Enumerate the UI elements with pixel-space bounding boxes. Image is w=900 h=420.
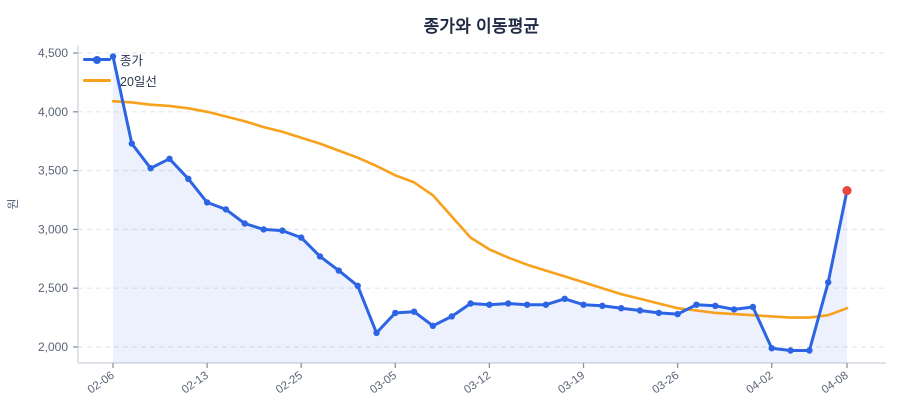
y-tick-label: 3,000 xyxy=(38,222,68,236)
y-tick-label: 4,500 xyxy=(38,46,68,60)
y-tick-label: 3,500 xyxy=(38,164,68,178)
y-tick-label: 4,000 xyxy=(38,105,68,119)
legend: 종가 20일선 xyxy=(83,49,157,91)
close-point-marker xyxy=(185,175,192,182)
x-tick-label: 02-13 xyxy=(180,370,211,397)
close-point-marker xyxy=(749,303,757,311)
close-point-marker xyxy=(768,345,775,352)
legend-label: 종가 xyxy=(120,54,144,68)
legend-line xyxy=(83,79,111,82)
close-point-marker xyxy=(429,322,437,329)
x-tick-label: 03-05 xyxy=(368,370,399,397)
close-point-marker xyxy=(523,301,531,308)
close-point-marker xyxy=(542,301,550,308)
close-point-marker xyxy=(203,199,211,206)
ma20-line xyxy=(111,99,849,319)
close-point-marker xyxy=(448,313,455,320)
close-point-marker xyxy=(674,310,681,318)
legend-label: 20일선 xyxy=(120,75,157,89)
close-point-marker xyxy=(787,347,794,354)
close-point-marker xyxy=(505,300,512,307)
close-point-marker xyxy=(618,305,625,312)
legend-line-with-marker xyxy=(83,55,111,64)
close-point-marker xyxy=(730,306,738,313)
close-point-marker xyxy=(109,53,117,60)
close-point-marker xyxy=(467,300,474,307)
close-point-marker xyxy=(825,279,832,286)
close-point-marker xyxy=(279,227,286,234)
x-tick-label: 04-08 xyxy=(820,370,851,397)
close-point-marker xyxy=(373,329,380,337)
x-tick-label: 03-12 xyxy=(462,370,493,397)
close-point-marker xyxy=(580,301,587,308)
close-point-marker xyxy=(392,309,399,317)
close-point-marker xyxy=(806,347,813,354)
y-tick-label: 2,000 xyxy=(38,340,68,354)
close-point-marker xyxy=(712,302,719,309)
close-point-marker xyxy=(298,234,305,241)
close-point-marker xyxy=(561,295,568,302)
close-point-marker xyxy=(260,226,267,233)
close-point-marker xyxy=(166,155,173,162)
chart-title: 종가와 이동평균 xyxy=(423,17,540,36)
close-point-marker xyxy=(693,301,700,308)
close-point-marker xyxy=(599,302,606,309)
close-point-marker xyxy=(636,307,644,314)
x-tick-label: 02-25 xyxy=(274,370,305,397)
x-tick-label: 02-06 xyxy=(86,370,117,397)
close-point-marker xyxy=(354,282,361,289)
x-tick-label: 03-19 xyxy=(556,370,587,397)
close-point-marker xyxy=(655,309,662,317)
close-area-fill xyxy=(113,56,847,363)
close-point-marker xyxy=(241,220,248,227)
close-point-marker xyxy=(335,267,342,274)
legend-item: 20일선 xyxy=(83,70,157,91)
x-tick-label: 03-26 xyxy=(650,370,681,397)
close-point-marker xyxy=(222,206,230,213)
close-line xyxy=(111,55,849,352)
last-point-marker xyxy=(842,186,852,196)
y-axis-title: 원 xyxy=(6,198,20,209)
close-point-marker xyxy=(316,253,324,260)
close-point-marker xyxy=(128,140,135,147)
x-tick-label: 04-02 xyxy=(744,370,775,397)
legend-item: 종가 xyxy=(83,49,157,70)
close-point-marker xyxy=(486,301,493,308)
y-tick-label: 2,500 xyxy=(38,281,68,295)
legend-marker-dot xyxy=(93,55,101,64)
close-point-marker xyxy=(410,308,418,315)
close-point-marker xyxy=(147,165,154,172)
